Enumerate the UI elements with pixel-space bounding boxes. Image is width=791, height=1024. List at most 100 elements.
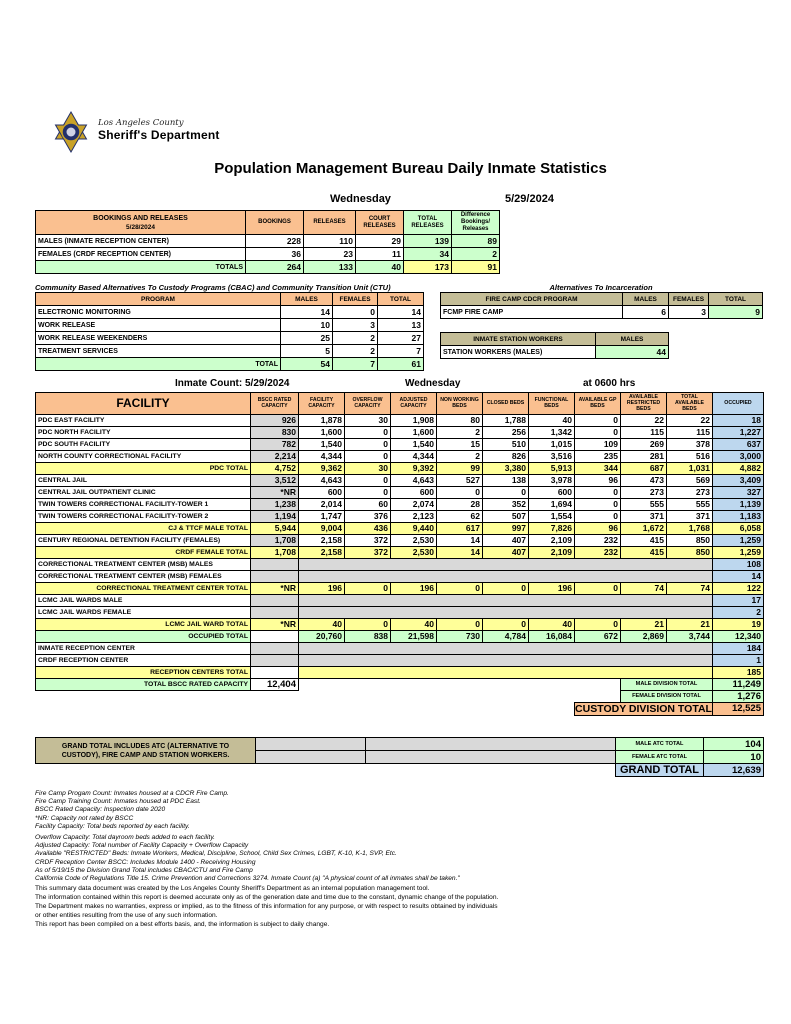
table-row: PDC NORTH FACILITY 830 1,600 0 1,600 2 256 1,34…	[35, 425, 764, 439]
cell: 14	[377, 305, 424, 319]
cell: 1,139	[712, 497, 764, 511]
grand-row: FEMALE ATC TOTAL 10	[36, 750, 764, 764]
totals-row: LCMC JAIL WARDS FEMALE 2	[35, 605, 764, 619]
cell: 115	[620, 425, 667, 439]
facility-label: OCCUPIED TOTAL	[35, 629, 251, 643]
cell: 3	[332, 318, 378, 332]
cell: 0	[436, 581, 483, 595]
cell: 74	[620, 581, 667, 595]
footnote-line: California Code of Regulations Title 15.…	[35, 875, 460, 883]
cell: 54	[280, 357, 333, 371]
column-header: FEMALES	[332, 292, 378, 306]
merged-cell	[298, 665, 713, 679]
column-header: OCCUPIED	[712, 392, 764, 415]
cell: 0	[574, 413, 621, 427]
table-row: WORK RELEASE 10 3 13	[35, 318, 424, 332]
cell: 273	[620, 485, 667, 499]
cell: 196	[390, 581, 437, 595]
spacer	[256, 764, 366, 777]
totals-row: RECEPTION CENTERS TOTAL 185	[35, 665, 764, 679]
cell: 1,259	[712, 545, 764, 559]
cell: 11,249	[712, 677, 764, 691]
cell: 0	[344, 473, 391, 487]
cell: 62	[436, 509, 483, 523]
column-header: MALES	[595, 332, 669, 346]
cell: 21,598	[390, 629, 437, 643]
disclaimer-line: The information contained within this re…	[35, 894, 499, 901]
cell: 569	[666, 473, 713, 487]
cell: 637	[712, 437, 764, 451]
cell: *NR	[250, 581, 299, 595]
cell: 1,554	[528, 509, 575, 523]
cell: 2,869	[620, 629, 667, 643]
cell: 376	[344, 509, 391, 523]
cell: 0	[332, 305, 378, 319]
cell: 20,760	[298, 629, 345, 643]
cell: 256	[482, 425, 529, 439]
cell: 997	[482, 521, 529, 535]
cell: 0	[344, 617, 391, 631]
cell	[255, 750, 366, 764]
facility-label: PDC EAST FACILITY	[35, 413, 251, 427]
row-label: MALE DIVISION TOTAL	[620, 677, 713, 691]
cell: 7	[332, 357, 378, 371]
cell: 516	[666, 449, 713, 463]
totals-row: CORRECTIONAL TREATMENT CENTER TOTAL *NR 19…	[35, 581, 764, 595]
table-row: NORTH COUNTY CORRECTIONAL FACILITY 2,214 4…	[35, 449, 764, 463]
bookings-title: BOOKINGS AND RELEASES 5/28/2024	[35, 210, 246, 235]
column-header: BSCC RATED CAPACITY	[250, 392, 299, 415]
cell: 0	[344, 581, 391, 595]
cell: 1,031	[666, 461, 713, 475]
cell	[250, 653, 299, 667]
cell: 196	[298, 581, 345, 595]
column-header: FUNCTIONAL BEDS	[528, 392, 575, 415]
cell	[250, 641, 299, 655]
cell: 2,109	[528, 533, 575, 547]
cell: 21	[620, 617, 667, 631]
cell: 2	[712, 605, 764, 619]
column-header: MALES	[622, 292, 669, 306]
facility-label: INMATE RECEPTION CENTER	[35, 641, 251, 655]
cell: 235	[574, 449, 621, 463]
cbac-table: PROGRAM MALES FEMALES TOTAL ELECTRONIC M…	[35, 292, 424, 371]
column-header: CLOSED BEDS	[482, 392, 529, 415]
column-header: COURT RELEASES	[355, 210, 404, 235]
cbac-header-row: PROGRAM MALES FEMALES TOTAL	[35, 292, 424, 306]
cell: 9,392	[390, 461, 437, 475]
cell: 1,747	[298, 509, 345, 523]
facility-label: RECEPTION CENTERS TOTAL	[35, 665, 251, 679]
cell: 473	[620, 473, 667, 487]
cell: 782	[250, 437, 299, 451]
cell: 7	[377, 344, 424, 358]
cell: 371	[620, 509, 667, 523]
spacer	[299, 690, 621, 702]
row-label: FEMALE ATC TOTAL	[615, 750, 704, 764]
footnote-line: *NR: Capacity not rated by BSCC	[35, 814, 134, 822]
cell: 1,342	[528, 425, 575, 439]
cell: 415	[620, 545, 667, 559]
cell: 378	[666, 437, 713, 451]
column-header: FEMALES	[668, 292, 709, 306]
footnote-line: BSCC Rated Capacity: Inspection date 202…	[35, 806, 166, 814]
column-header: INMATE STATION WORKERS	[440, 332, 596, 346]
cell: 600	[390, 485, 437, 499]
cell: 14	[436, 545, 483, 559]
cell: 1	[712, 653, 764, 667]
cell: 6	[622, 305, 669, 319]
cell: 9,362	[298, 461, 345, 475]
table-row: TREATMENT SERVICES 5 2 7	[35, 344, 424, 358]
cell: 344	[574, 461, 621, 475]
cell: 34	[403, 247, 452, 261]
cell: 40	[528, 413, 575, 427]
footnote-line: As of 5/19/15 the Division Grand Total i…	[35, 866, 253, 874]
column-header: TOTAL	[708, 292, 763, 306]
cell: 3,409	[712, 473, 764, 487]
facility-label: PDC TOTAL	[35, 461, 251, 475]
cell: 3,380	[482, 461, 529, 475]
cell: 2,109	[528, 545, 575, 559]
table-row: TWIN TOWERS CORRECTIONAL FACILITY-TOWER …	[35, 509, 764, 523]
totals-row: LCMC JAIL WARD TOTAL *NR 40 0 40 0 0 40 0 21 21 19	[35, 617, 764, 631]
totals-row: OCCUPIED TOTAL 20,760 838 21,598 730 4,784 16,…	[35, 629, 764, 643]
agency-name: Los Angeles County Sheriff's Department	[98, 118, 220, 142]
cell: 555	[666, 497, 713, 511]
